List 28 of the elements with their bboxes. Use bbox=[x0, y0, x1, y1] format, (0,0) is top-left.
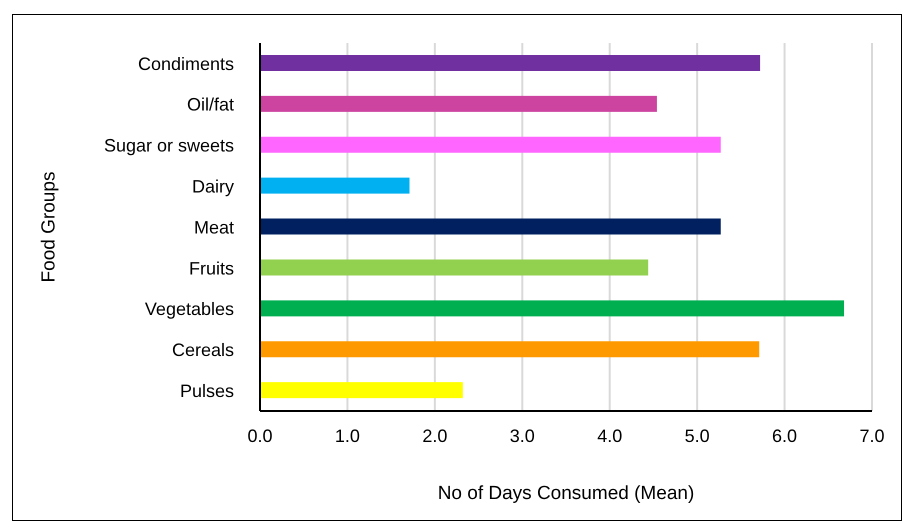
bar bbox=[260, 218, 721, 235]
y-tick-label: Fruits bbox=[189, 258, 234, 278]
bar bbox=[260, 55, 760, 71]
y-tick-label: Oil/fat bbox=[186, 94, 234, 115]
x-tick-label: 1.0 bbox=[334, 426, 360, 446]
x-tick-label: 5.0 bbox=[684, 426, 710, 446]
y-tick-label: Sugar or sweets bbox=[104, 136, 234, 156]
x-tick-label: 0.0 bbox=[247, 426, 273, 446]
bar bbox=[260, 382, 463, 398]
x-tick-label: 6.0 bbox=[772, 426, 798, 446]
bar bbox=[260, 341, 760, 358]
y-tick-label: Condiments bbox=[138, 54, 234, 74]
bar bbox=[260, 300, 844, 316]
x-axis-title: No of Days Consumed (Mean) bbox=[438, 483, 694, 504]
y-tick-label: Vegetables bbox=[144, 299, 234, 320]
x-tick-label: 7.0 bbox=[859, 426, 885, 446]
y-tick-label: Cereals bbox=[172, 340, 234, 360]
y-axis-title: Food Groups bbox=[38, 172, 60, 282]
y-tick-label: Meat bbox=[194, 217, 234, 238]
x-tick-label: 4.0 bbox=[597, 426, 622, 446]
x-tick-label: 3.0 bbox=[510, 426, 535, 446]
x-tick-label: 2.0 bbox=[422, 426, 448, 446]
bar bbox=[260, 259, 648, 276]
bar bbox=[260, 96, 657, 112]
bar bbox=[260, 178, 410, 194]
y-tick-label: Dairy bbox=[192, 176, 234, 196]
y-tick-label: Pulses bbox=[180, 380, 234, 401]
bar bbox=[260, 136, 721, 153]
